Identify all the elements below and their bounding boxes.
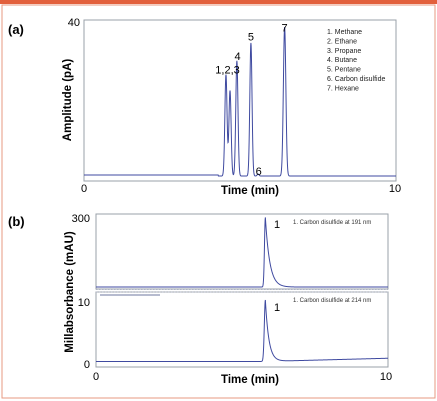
x-axis-label-b: Time (min) xyxy=(221,374,279,386)
panel-b-label: (b) xyxy=(8,214,25,229)
x-tick-b-0: 0 xyxy=(93,371,99,383)
plot-area-b-top xyxy=(95,213,389,290)
y-tick-b2-0: 0 xyxy=(84,359,90,371)
legend-a: 1. Methane 2. Ethane 3. Propane 4. Butane 5.… xyxy=(327,29,385,92)
legend-entry-7: 7. Hexane xyxy=(327,85,359,92)
subplot-toolbar xyxy=(100,294,160,296)
trace-b-bottom-line xyxy=(96,299,389,362)
panel-b: (b) 300 10 0 0 10 Time (min) Millabsorba… xyxy=(8,213,392,386)
y-tick-a-top: 40 xyxy=(68,17,80,29)
legend-entry-5: 5. Pentane xyxy=(327,67,361,74)
x-tick-a-0: 0 xyxy=(81,183,87,195)
annotation-b-top: 1. Carbon disulfide at 191 nm xyxy=(293,220,371,226)
peak-label-a-2: 5 xyxy=(248,32,254,44)
legend-entry-1: 1. Methane xyxy=(327,29,362,36)
legend-entry-4: 4. Butane xyxy=(327,57,357,64)
y-tick-b1-300: 300 xyxy=(72,213,90,225)
accent-bar xyxy=(0,0,437,4)
x-tick-a-10: 10 xyxy=(389,183,401,195)
panel-a: (a) 40 0 10 Time (min) Amplitude (pA) 1,… xyxy=(8,17,401,197)
panel-a-label: (a) xyxy=(8,22,24,37)
legend-entry-2: 2. Ethane xyxy=(327,38,357,45)
peak-label-b-top: 1 xyxy=(274,219,280,231)
x-axis-label-a: Time (min) xyxy=(221,185,279,197)
peak-label-b-bottom: 1 xyxy=(274,302,280,314)
y-axis-label-b: Millabsorbance (mAU) xyxy=(64,231,76,353)
trace-a-line xyxy=(84,26,396,177)
peak-label-a-1: 4 xyxy=(234,51,240,63)
x-tick-b-10: 10 xyxy=(380,371,392,383)
peak-label-a-3: 6 xyxy=(256,166,262,178)
peak-labels-a: 1,2,3 45 6 7 xyxy=(215,23,287,178)
figure-frame xyxy=(1,4,436,399)
y-axis-label-a: Amplitude (pA) xyxy=(62,59,74,142)
trace-b-top-line xyxy=(96,217,388,288)
plot-area-a xyxy=(83,19,397,182)
y-tick-b2-10: 10 xyxy=(78,297,90,309)
legend-entry-6: 6. Carbon disulfide xyxy=(327,76,385,83)
annotation-b-bottom: 1. Carbon disulfide at 214 nm xyxy=(293,298,371,304)
peak-label-a-0: 1,2,3 xyxy=(215,65,239,77)
legend-entry-3: 3. Propane xyxy=(327,48,361,55)
peak-label-a-4: 7 xyxy=(282,23,288,35)
plot-area-b-bottom xyxy=(95,291,389,368)
